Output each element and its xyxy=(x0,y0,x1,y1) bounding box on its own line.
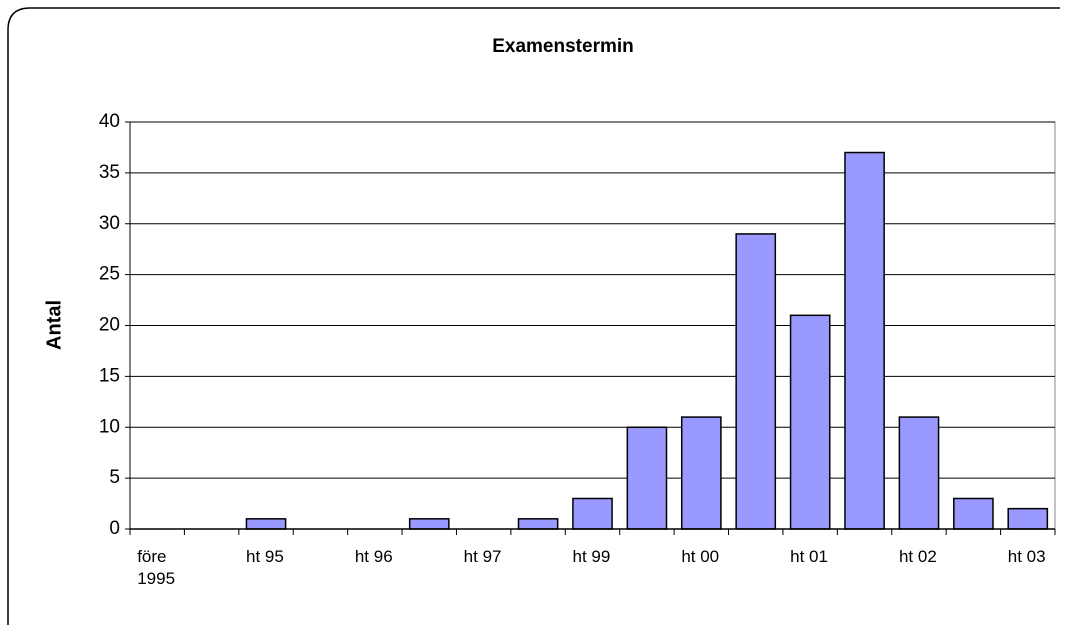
x-tick-label: ht 96 xyxy=(354,547,393,566)
y-tick-label: 30 xyxy=(99,213,120,234)
bar xyxy=(408,518,450,530)
x-tick-label: ht 02 xyxy=(898,547,937,566)
x-tick-label: ht 95 xyxy=(246,547,284,566)
bar xyxy=(680,416,722,530)
y-tick-label: 20 xyxy=(99,315,120,336)
y-tick-label: 0 xyxy=(109,518,120,539)
x-tick-label: ht 03 xyxy=(1007,547,1046,566)
bar xyxy=(953,497,994,530)
chart-title: Examenstermin xyxy=(492,36,634,57)
bar xyxy=(572,497,613,530)
y-tick-label: 15 xyxy=(99,365,120,386)
bar xyxy=(844,151,885,530)
y-tick-label: 5 xyxy=(109,467,120,488)
x-category-ticks xyxy=(129,529,1056,535)
x-tick-label: ht 00 xyxy=(681,547,720,566)
bar xyxy=(789,314,831,530)
x-tick-label: ht 01 xyxy=(790,547,828,566)
chart-frame xyxy=(7,7,1060,625)
y-tick-label: 25 xyxy=(99,264,120,285)
bar xyxy=(898,416,940,530)
x-tick-label: ht 99 xyxy=(572,547,611,566)
y-tick-label: 10 xyxy=(99,416,120,437)
bar xyxy=(245,518,287,530)
bar xyxy=(1007,507,1049,530)
x-tick-label: ht 97 xyxy=(463,547,502,566)
y-tick-label: 35 xyxy=(99,162,120,183)
x-tick-label: före 1995 xyxy=(137,547,176,588)
bar xyxy=(735,233,777,530)
y-axis-title: Antal xyxy=(43,300,65,350)
y-tick-label: 40 xyxy=(99,111,120,132)
bar xyxy=(626,426,668,530)
bar xyxy=(517,518,559,530)
